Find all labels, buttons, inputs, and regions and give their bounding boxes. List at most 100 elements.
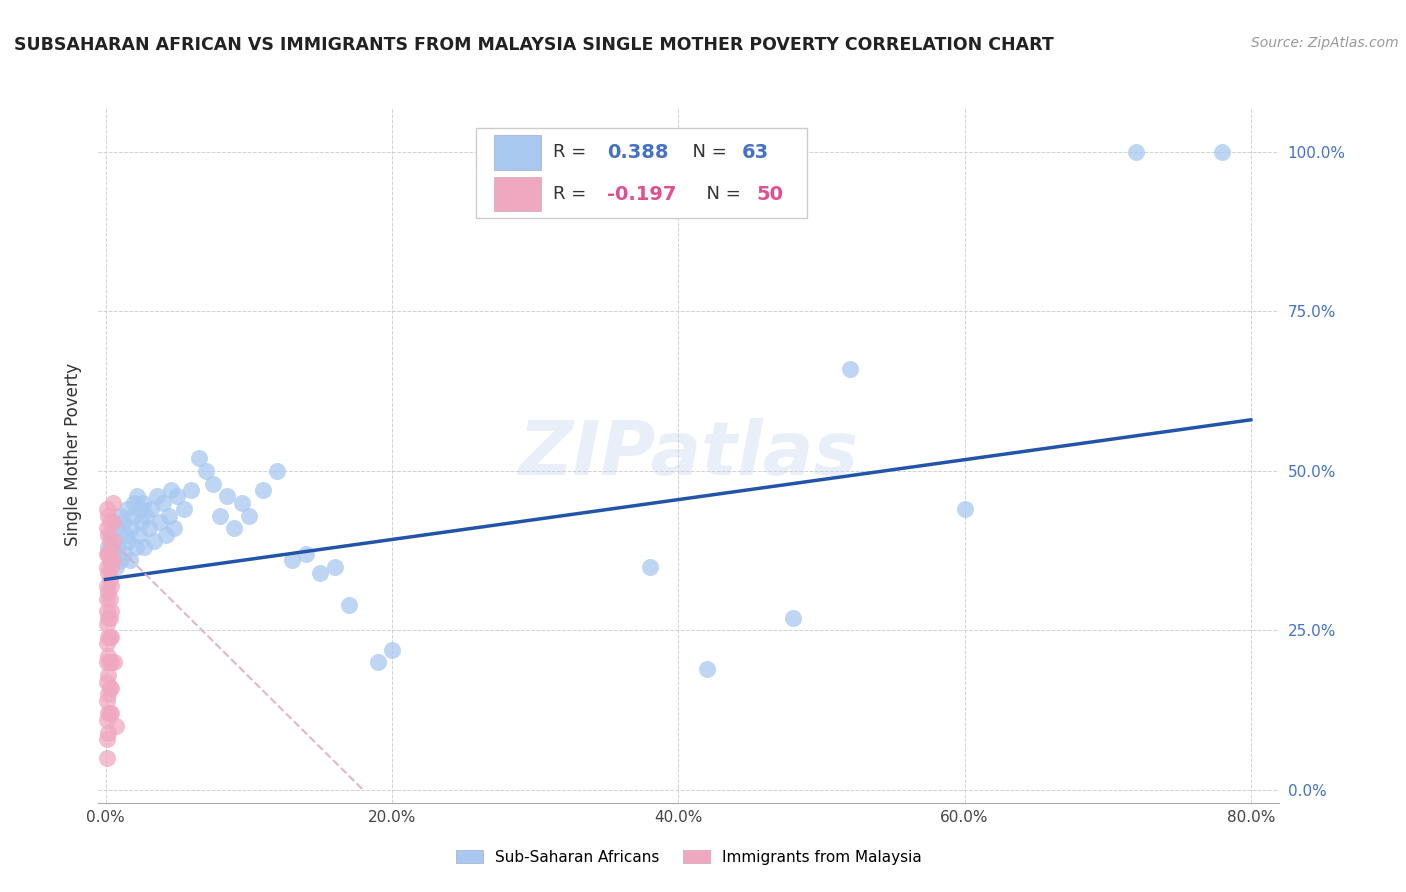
Point bbox=[100, 706, 122, 721]
Text: ZIPatlas: ZIPatlas bbox=[519, 418, 859, 491]
Point bbox=[96, 547, 118, 561]
Point bbox=[112, 547, 135, 561]
Point bbox=[98, 534, 121, 549]
Point bbox=[97, 610, 120, 624]
Point bbox=[121, 508, 143, 523]
Point bbox=[839, 361, 862, 376]
Point bbox=[100, 541, 122, 555]
Point bbox=[146, 490, 169, 504]
Point bbox=[98, 553, 121, 567]
Point bbox=[97, 630, 120, 644]
Point bbox=[96, 694, 118, 708]
Point bbox=[97, 547, 120, 561]
Point bbox=[103, 534, 125, 549]
Legend: Sub-Saharan Africans, Immigrants from Malaysia: Sub-Saharan Africans, Immigrants from Ma… bbox=[456, 850, 922, 864]
Point bbox=[100, 681, 122, 695]
Text: 0.388: 0.388 bbox=[607, 143, 669, 161]
Point bbox=[98, 656, 121, 670]
Point bbox=[100, 656, 122, 670]
Text: 63: 63 bbox=[742, 143, 769, 161]
Point bbox=[224, 521, 246, 535]
Point bbox=[96, 502, 118, 516]
Text: -0.197: -0.197 bbox=[607, 185, 676, 203]
Point bbox=[125, 490, 148, 504]
Point bbox=[96, 604, 118, 618]
Point bbox=[201, 476, 224, 491]
Point bbox=[100, 527, 122, 541]
Point bbox=[104, 719, 127, 733]
Point bbox=[96, 713, 118, 727]
Bar bbox=[494, 177, 541, 211]
Point bbox=[97, 527, 120, 541]
Point bbox=[100, 630, 122, 644]
Point bbox=[309, 566, 332, 580]
Point bbox=[97, 648, 120, 663]
Y-axis label: Single Mother Poverty: Single Mother Poverty bbox=[65, 363, 83, 547]
Point bbox=[101, 547, 124, 561]
Point bbox=[231, 496, 253, 510]
Point bbox=[96, 521, 118, 535]
Point bbox=[163, 521, 186, 535]
Point bbox=[266, 464, 288, 478]
Point bbox=[96, 559, 118, 574]
Point bbox=[217, 490, 239, 504]
Point bbox=[155, 527, 177, 541]
Point bbox=[114, 527, 136, 541]
Point bbox=[157, 508, 180, 523]
Point bbox=[101, 553, 124, 567]
Point bbox=[782, 610, 804, 624]
Point bbox=[96, 591, 118, 606]
Point bbox=[135, 508, 157, 523]
Point bbox=[117, 534, 139, 549]
Point bbox=[295, 547, 318, 561]
Point bbox=[98, 573, 121, 587]
Point bbox=[381, 642, 404, 657]
Text: Source: ZipAtlas.com: Source: ZipAtlas.com bbox=[1251, 36, 1399, 50]
Point bbox=[96, 579, 118, 593]
Point bbox=[128, 527, 150, 541]
Point bbox=[122, 496, 145, 510]
Point bbox=[101, 534, 124, 549]
Point bbox=[134, 541, 156, 555]
Point bbox=[103, 656, 125, 670]
Point bbox=[98, 706, 121, 721]
Point bbox=[143, 534, 166, 549]
Point bbox=[132, 496, 155, 510]
Point bbox=[97, 706, 120, 721]
Point bbox=[323, 559, 346, 574]
Point bbox=[108, 508, 131, 523]
Point bbox=[96, 636, 118, 650]
Point bbox=[107, 541, 129, 555]
Point bbox=[98, 681, 121, 695]
Text: 50: 50 bbox=[756, 185, 783, 203]
Point bbox=[96, 656, 118, 670]
Point bbox=[209, 508, 232, 523]
Point bbox=[110, 553, 132, 567]
Text: N =: N = bbox=[681, 144, 733, 161]
Bar bbox=[494, 135, 541, 169]
Point bbox=[96, 674, 118, 689]
Point bbox=[104, 559, 127, 574]
FancyBboxPatch shape bbox=[477, 128, 807, 219]
Point bbox=[120, 521, 142, 535]
Point bbox=[124, 541, 146, 555]
Point bbox=[100, 559, 122, 574]
Point bbox=[129, 502, 152, 516]
Point bbox=[115, 502, 138, 516]
Point bbox=[166, 490, 188, 504]
Point bbox=[280, 553, 302, 567]
Point bbox=[138, 521, 160, 535]
Point bbox=[238, 508, 260, 523]
Point bbox=[149, 515, 172, 529]
Point bbox=[152, 496, 174, 510]
Point bbox=[101, 496, 124, 510]
Text: SUBSAHARAN AFRICAN VS IMMIGRANTS FROM MALAYSIA SINGLE MOTHER POVERTY CORRELATION: SUBSAHARAN AFRICAN VS IMMIGRANTS FROM MA… bbox=[14, 36, 1054, 54]
Point bbox=[97, 585, 120, 599]
Point bbox=[97, 566, 120, 580]
Point bbox=[337, 598, 360, 612]
Point bbox=[98, 515, 121, 529]
Point bbox=[111, 515, 134, 529]
Point bbox=[173, 502, 195, 516]
Point bbox=[101, 515, 124, 529]
Point bbox=[97, 687, 120, 701]
